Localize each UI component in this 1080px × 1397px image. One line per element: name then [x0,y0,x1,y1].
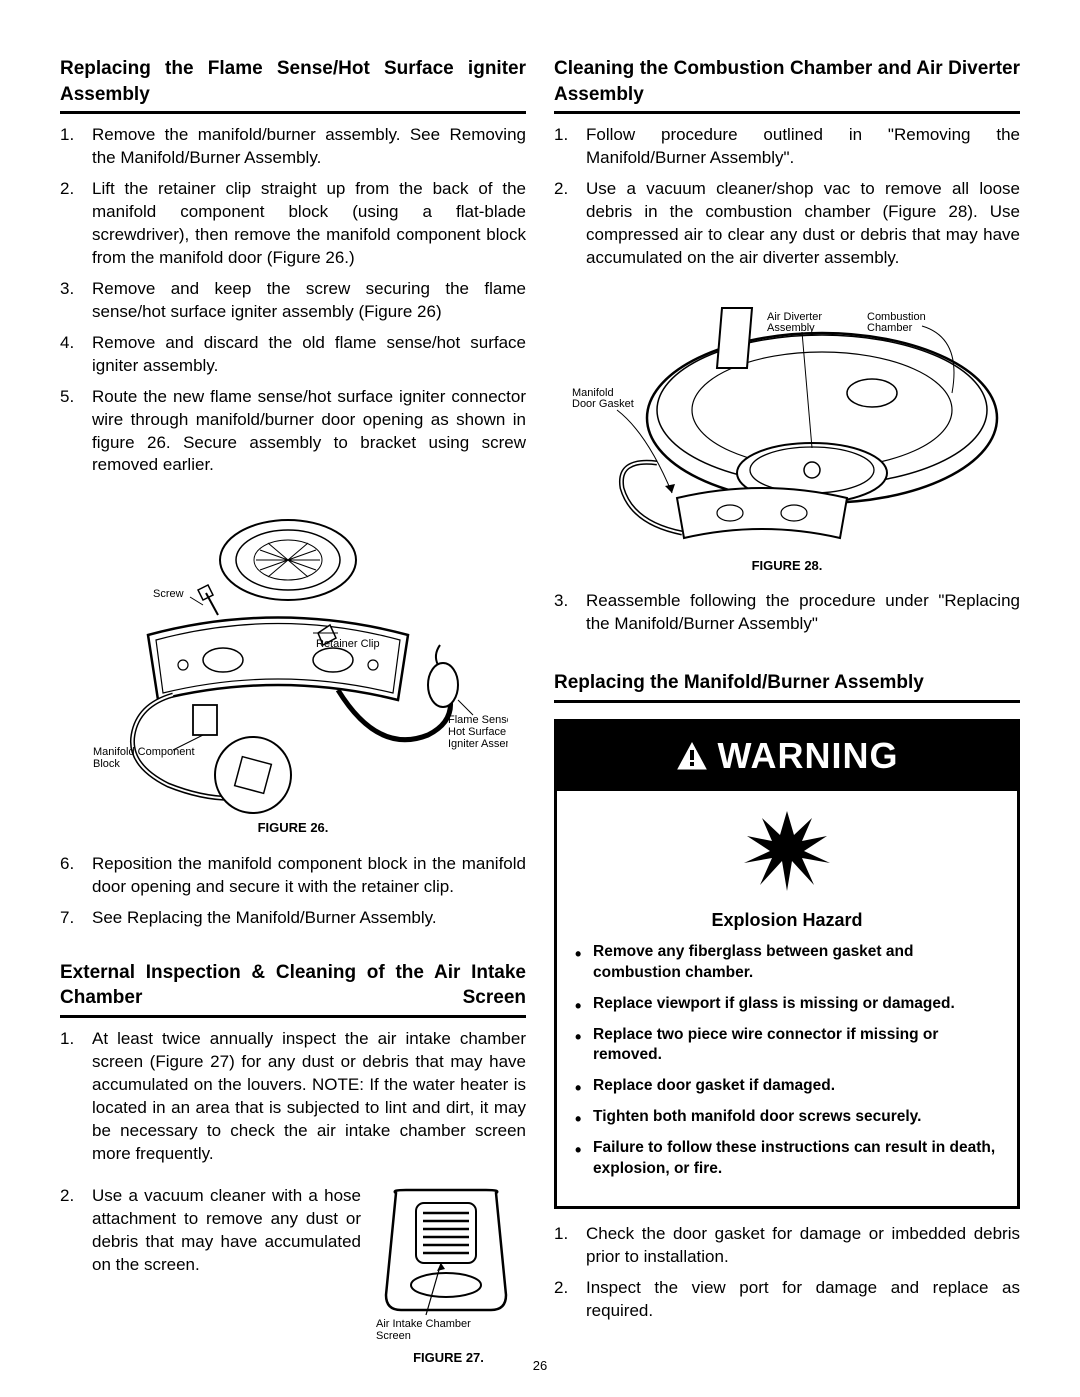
warning-triangle-icon [676,741,708,771]
left-column: Replacing the Flame Sense/Hot Surface ig… [60,56,526,1367]
list-item: Route the new flame sense/hot surface ig… [60,386,526,478]
warning-bullet-list: Remove any fiberglass between gasket and… [557,942,1017,1206]
section4-title: Replacing the Manifold/Burner Assembly [554,670,1020,703]
section3-list-b: Reassemble following the procedure under… [554,590,1020,644]
right-column: Cleaning the Combustion Chamber and Air … [554,56,1020,1367]
section1-title: Replacing the Flame Sense/Hot Surface ig… [60,56,526,114]
figure-26-caption: FIGURE 26. [258,819,329,837]
page-content: Replacing the Flame Sense/Hot Surface ig… [60,56,1020,1367]
fig28-label-gasket: ManifoldDoor Gasket [572,387,634,410]
list-item: Reassemble following the procedure under… [554,590,1020,636]
page-number: 26 [0,1357,1080,1375]
section3-list-a: Follow procedure outlined in "Removing t… [554,124,1020,278]
fig28-label-diverter: Air DiverterAssembly [767,311,822,334]
warning-bullet: Failure to follow these instructions can… [575,1138,999,1180]
list-item: Remove and keep the screw securing the f… [60,278,526,324]
figure-28-svg: Air DiverterAssembly CombustionChamber M… [562,298,1012,553]
list-item: Lift the retainer clip straight up from … [60,178,526,270]
figure-28-caption: FIGURE 28. [752,557,823,575]
warning-hazard-title: Explosion Hazard [557,908,1017,932]
list-item: Use a vacuum cleaner with a hose attachm… [60,1185,361,1277]
section2-title: External Inspection & Cleaning of the Ai… [60,960,526,1018]
explosion-icon [742,803,832,893]
list-item: Follow procedure outlined in "Removing t… [554,124,1020,170]
warning-bullet: Replace door gasket if damaged. [575,1076,999,1097]
figure-27-wrap: Use a vacuum cleaner with a hose attachm… [60,1185,526,1367]
list-item: Inspect the view port for damage and rep… [554,1277,1020,1323]
figure-26: Screw Retainer Clip Flame Sense/Hot Surf… [78,505,508,847]
section4-list: Check the door gasket for damage or imbe… [554,1223,1020,1331]
list-item: Remove the manifold/burner assembly. See… [60,124,526,170]
warning-box: WARNING Explosion Hazard Remove any fibe… [554,719,1020,1209]
section1-list-b: Reposition the manifold component block … [60,853,526,938]
warning-bullet: Tighten both manifold door screws secure… [575,1107,999,1128]
warning-header: WARNING [557,722,1017,791]
fig26-label-flame: Flame Sense/Hot SurfaceIgniter Assembly [448,714,508,750]
fig26-label-retainer: Retainer Clip [316,638,380,650]
figure-27-svg: Air Intake ChamberScreen [371,1185,521,1345]
section2-list: At least twice annually inspect the air … [60,1028,526,1174]
figure-26-svg: Screw Retainer Clip Flame Sense/Hot Surf… [78,505,508,815]
fig27-label: Air Intake ChamberScreen [376,1318,471,1342]
section3-title: Cleaning the Combustion Chamber and Air … [554,56,1020,114]
list-item: Reposition the manifold component block … [60,853,526,899]
warning-header-text: WARNING [718,732,899,781]
list-item: At least twice annually inspect the air … [60,1028,526,1166]
warning-bullet: Replace two piece wire connector if miss… [575,1025,999,1067]
list-item: Use a vacuum cleaner/shop vac to remove … [554,178,1020,270]
list-item: Check the door gasket for damage or imbe… [554,1223,1020,1269]
list-item: Remove and discard the old flame sense/h… [60,332,526,378]
explosion-icon-wrap [557,791,1017,908]
section2-list-2: Use a vacuum cleaner with a hose attachm… [60,1185,361,1285]
figure-27: Air Intake ChamberScreen FIGURE 27. [371,1185,526,1367]
warning-bullet: Replace viewport if glass is missing or … [575,994,999,1015]
section1-list-a: Remove the manifold/burner assembly. See… [60,124,526,485]
figure-28: Air DiverterAssembly CombustionChamber M… [562,298,1012,585]
list-item: See Replacing the Manifold/Burner Assemb… [60,907,526,930]
warning-bullet: Remove any fiberglass between gasket and… [575,942,999,984]
fig26-label-screw: Screw [153,588,184,600]
fig28-label-chamber: CombustionChamber [867,311,926,334]
